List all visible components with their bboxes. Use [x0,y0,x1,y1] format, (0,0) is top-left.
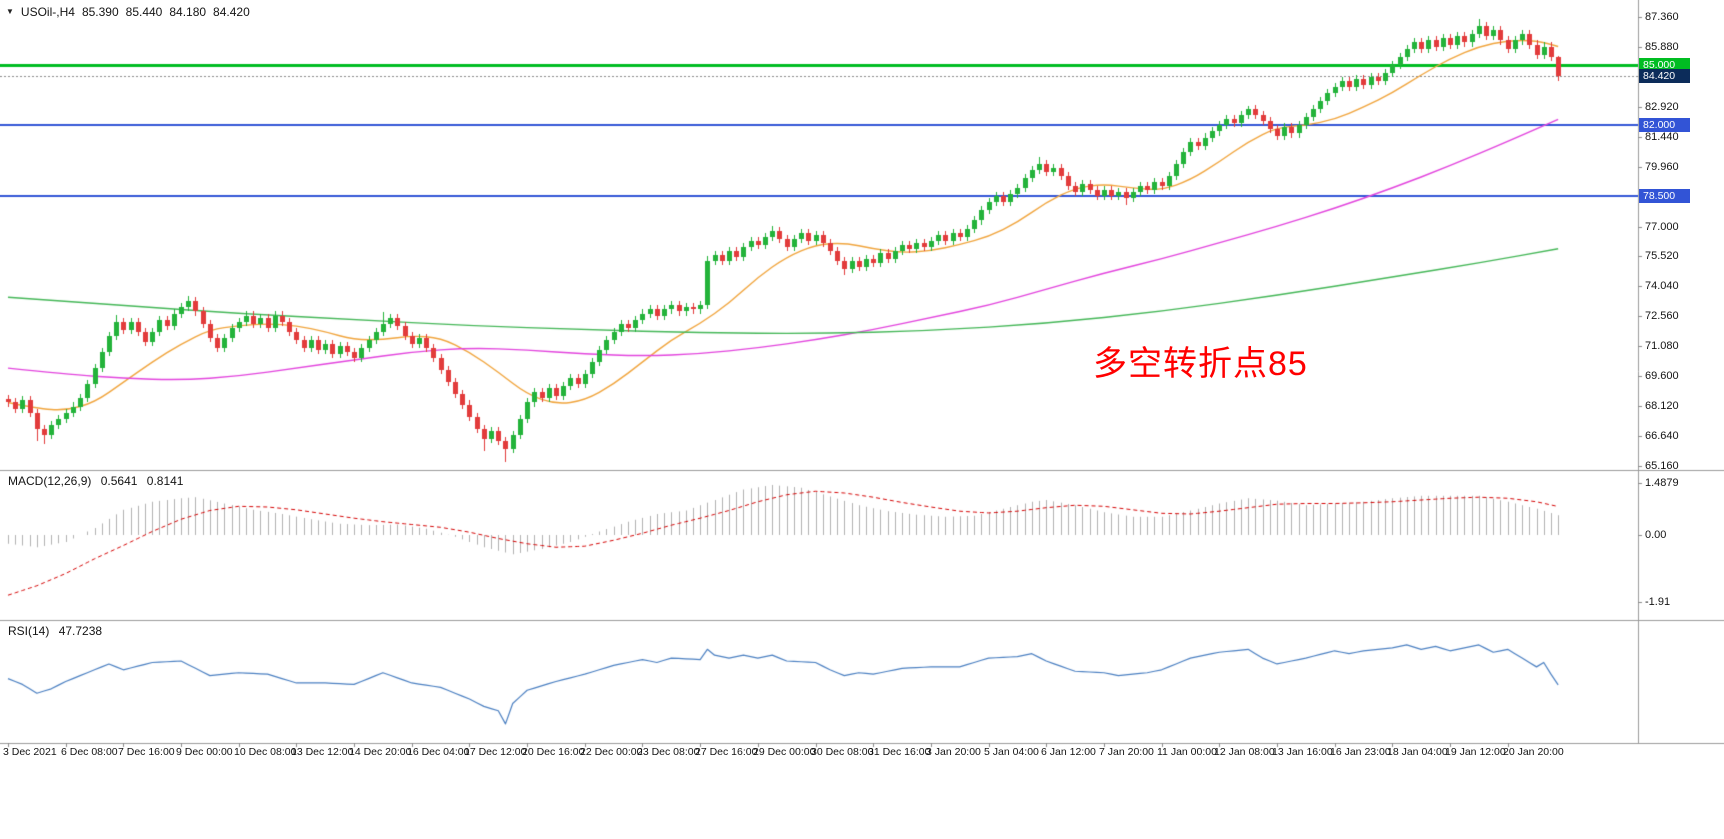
macd-indicator-label: MACD(12,26,9) 0.5641 0.8141 [8,474,189,488]
macd-axis-label: 0.00 [1645,529,1667,541]
chart-header: ▼ USOil-,H4 85.390 85.440 84.180 84.420 [6,5,250,19]
macd-main-value: 0.5641 [100,474,138,488]
time-axis-label: 7 Jan 20:00 [1099,746,1154,758]
price-axis-label: 82.920 [1645,101,1679,113]
time-axis-label: 20 Dec 16:00 [522,746,585,758]
time-axis-label: 17 Dec 12:00 [464,746,527,758]
time-axis-label: 13 Dec 12:00 [291,746,354,758]
price-level-tag: 85.000 [1639,58,1690,72]
annotation-text[interactable]: 多空转折点85 [1093,345,1308,383]
time-axis-label: 12 Jan 08:00 [1214,746,1275,758]
price-axis-label: 65.160 [1645,460,1679,472]
price-axis-label: 85.880 [1645,41,1679,53]
time-axis-label: 23 Dec 08:00 [637,746,700,758]
ohlc-low: 84.180 [169,5,207,19]
time-axis-label: 19 Jan 12:00 [1445,746,1506,758]
ohlc-open: 85.390 [81,5,119,19]
price-axis-label: 68.120 [1645,400,1679,412]
ohlc-high: 85.440 [125,5,163,19]
price-axis-label: 75.520 [1645,250,1679,262]
time-axis-label: 30 Dec 08:00 [811,746,874,758]
time-axis-label: 22 Dec 00:00 [580,746,643,758]
price-level-tag: 82.000 [1639,118,1690,132]
time-axis-label: 20 Jan 20:00 [1503,746,1564,758]
time-axis-label: 6 Dec 08:00 [61,746,118,758]
time-axis-label: 13 Jan 16:00 [1272,746,1333,758]
time-axis-label: 3 Dec 2021 [3,746,57,758]
time-axis-label: 6 Jan 12:00 [1041,746,1096,758]
time-axis-label: 10 Dec 08:00 [234,746,297,758]
macd-axis-label: -1.91 [1645,596,1671,608]
price-axis-label: 87.360 [1645,11,1679,23]
bid-price-tag: 84.420 [1639,69,1690,83]
price-axis-label: 74.040 [1645,280,1679,292]
time-axis-label: 3 Jan 20:00 [926,746,981,758]
time-axis-label: 18 Jan 04:00 [1387,746,1448,758]
time-axis-label: 16 Dec 04:00 [407,746,470,758]
time-axis-label: 27 Dec 16:00 [695,746,758,758]
macd-axis-label: 1.4879 [1645,477,1679,489]
time-axis-label: 29 Dec 00:00 [753,746,816,758]
time-axis-label: 11 Jan 00:00 [1157,746,1217,758]
price-axis-label: 66.640 [1645,430,1679,442]
symbol-dropdown-icon[interactable]: ▼ [6,6,14,16]
time-axis-label: 7 Dec 16:00 [118,746,175,758]
price-axis-label: 81.440 [1645,131,1679,143]
price-axis-label: 77.000 [1645,221,1679,233]
price-axis-label: 69.600 [1645,370,1679,382]
time-axis-label: 31 Dec 16:00 [868,746,931,758]
time-axis-label: 14 Dec 20:00 [349,746,412,758]
price-level-tag: 78.500 [1639,189,1690,203]
time-axis-label: 16 Jan 23:00 [1330,746,1391,758]
price-axis-label: 79.960 [1645,161,1679,173]
ohlc-close: 84.420 [213,5,250,19]
time-axis-label: 9 Dec 00:00 [176,746,233,758]
symbol-timeframe-label: USOil-,H4 [20,5,75,19]
rsi-value: 47.7238 [58,624,103,638]
price-axis-label: 71.080 [1645,340,1679,352]
macd-signal-value: 0.8141 [146,474,184,488]
price-axis-label: 72.560 [1645,310,1679,322]
rsi-name: RSI(14) [8,624,50,638]
macd-name: MACD(12,26,9) [8,474,92,488]
time-axis-label: 5 Jan 04:00 [984,746,1039,758]
rsi-indicator-label: RSI(14) 47.7238 [8,624,108,638]
